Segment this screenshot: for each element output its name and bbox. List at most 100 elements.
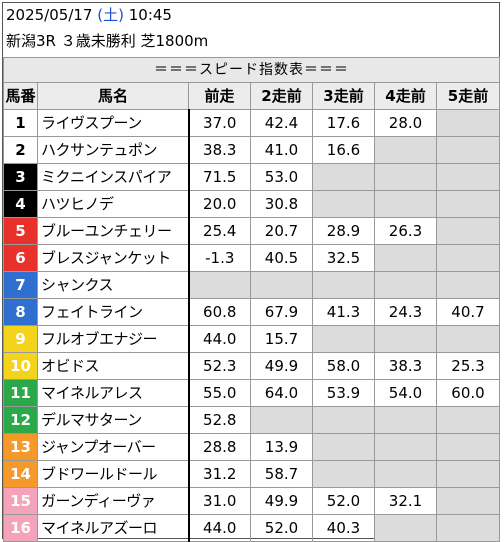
table-title: ＝＝＝スピード指数表＝＝＝ <box>3 57 500 83</box>
speed-index-cell <box>312 406 375 434</box>
speed-index-cell: 49.9 <box>250 487 313 515</box>
speed-index-cell <box>436 244 500 272</box>
speed-index-cell <box>436 136 500 164</box>
speed-index-cell: 24.3 <box>374 298 437 326</box>
speed-index-cell: 25.4 <box>188 217 251 245</box>
speed-index-cell: 54.0 <box>374 379 437 407</box>
table-row: 14 ブドワールドール 31.2 58.7 <box>3 460 500 488</box>
speed-index-cell <box>374 271 437 299</box>
speed-index-cell: 20.7 <box>250 217 313 245</box>
column-header: 馬名 <box>37 82 189 110</box>
speed-index-cell <box>436 163 500 191</box>
horse-number: 6 <box>3 244 38 272</box>
race-weekday: (土) <box>97 6 124 24</box>
horse-name: ブドワールドール <box>37 460 190 488</box>
horse-number: 4 <box>3 190 38 218</box>
horse-name: デルマサターン <box>37 406 190 434</box>
speed-index-cell: 38.3 <box>374 352 437 380</box>
horse-name: フェイトライン <box>37 298 190 326</box>
speed-index-cell: 52.3 <box>188 352 251 380</box>
speed-index-cell <box>436 190 500 218</box>
speed-index-cell: 44.0 <box>188 325 251 353</box>
speed-index-cell: 55.0 <box>188 379 251 407</box>
table-row: 15 ガーンディーヴァ 31.0 49.9 52.0 32.1 <box>3 487 500 515</box>
speed-index-cell: 42.4 <box>250 109 313 137</box>
speed-index-cell: 15.7 <box>250 325 313 353</box>
speed-index-cell: 52.0 <box>250 514 313 542</box>
table-row: 8 フェイトライン 60.8 67.9 41.3 24.3 40.7 <box>3 298 500 326</box>
speed-index-cell: 32.1 <box>374 487 437 515</box>
speed-index-cell: -1.3 <box>188 244 251 272</box>
horse-number: 1 <box>3 109 38 137</box>
horse-number: 11 <box>3 379 38 407</box>
speed-index-cell <box>436 406 500 434</box>
speed-index-cell: 20.0 <box>188 190 251 218</box>
column-header: 5走前 <box>436 82 500 110</box>
speed-index-cell <box>436 271 500 299</box>
table-row: 2 ハクサンテュポン 38.3 41.0 16.6 <box>3 136 500 164</box>
horse-name: マイネルアレス <box>37 379 190 407</box>
speed-index-cell: 71.5 <box>188 163 251 191</box>
column-header: 2走前 <box>250 82 313 110</box>
speed-index-cell: 64.0 <box>250 379 313 407</box>
horse-number: 13 <box>3 433 38 461</box>
speed-index-cell: 52.8 <box>188 406 251 434</box>
speed-index-cell: 17.6 <box>312 109 375 137</box>
table-row: 1 ライヴスプーン 37.0 42.4 17.6 28.0 <box>3 109 500 137</box>
speed-index-cell: 58.0 <box>312 352 375 380</box>
speed-index-cell <box>188 271 251 299</box>
speed-index-cell <box>374 433 437 461</box>
speed-index-cell <box>374 514 437 542</box>
horse-name: ブレスジャンケット <box>37 244 190 272</box>
column-header: 前走 <box>188 82 251 110</box>
race-date: 2025/05/17 <box>6 6 93 24</box>
speed-index-cell <box>312 433 375 461</box>
horse-name: ブルーユンチェリー <box>37 217 190 245</box>
speed-index-cell: 25.3 <box>436 352 500 380</box>
speed-index-cell: 41.3 <box>312 298 375 326</box>
table-row: 6 ブレスジャンケット -1.3 40.5 32.5 <box>3 244 500 272</box>
speed-index-cell <box>436 325 500 353</box>
horse-name: ハツヒノデ <box>37 190 190 218</box>
horse-name: ミクニインスパイア <box>37 163 190 191</box>
horse-name: ガーンディーヴァ <box>37 487 190 515</box>
speed-index-cell <box>374 163 437 191</box>
speed-index-table: ＝＝＝スピード指数表＝＝＝ 馬番 馬名 前走 2走前 3走前 4走前 5走前 1… <box>3 57 500 542</box>
speed-index-cell: 49.9 <box>250 352 313 380</box>
speed-index-cell: 40.5 <box>250 244 313 272</box>
horse-name: シャンクス <box>37 271 190 299</box>
column-header: 3走前 <box>312 82 375 110</box>
speed-index-cell <box>436 487 500 515</box>
speed-index-cell <box>374 406 437 434</box>
horse-number: 5 <box>3 217 38 245</box>
speed-index-cell <box>312 163 375 191</box>
horse-name: マイネルアズーロ <box>37 514 190 542</box>
table-row: 12 デルマサターン 52.8 <box>3 406 500 434</box>
speed-index-cell <box>374 460 437 488</box>
speed-index-cell: 26.3 <box>374 217 437 245</box>
speed-index-cell: 60.8 <box>188 298 251 326</box>
horse-number: 2 <box>3 136 38 164</box>
horse-name: ハクサンテュポン <box>37 136 190 164</box>
speed-index-cell <box>374 190 437 218</box>
table-row: 16 マイネルアズーロ 44.0 52.0 40.3 <box>3 514 500 542</box>
speed-index-cell: 53.0 <box>250 163 313 191</box>
speed-index-cell: 40.3 <box>312 514 375 542</box>
speed-index-cell: 40.7 <box>436 298 500 326</box>
speed-index-cell <box>374 244 437 272</box>
speed-index-cell: 32.5 <box>312 244 375 272</box>
table-row: 7 シャンクス <box>3 271 500 299</box>
speed-index-cell: 13.9 <box>250 433 313 461</box>
table-row: 9 フルオブエナジー 44.0 15.7 <box>3 325 500 353</box>
speed-index-cell: 41.0 <box>250 136 313 164</box>
horse-name: フルオブエナジー <box>37 325 190 353</box>
speed-index-cell <box>250 406 313 434</box>
table-row: 10 オビドス 52.3 49.9 58.0 38.3 25.3 <box>3 352 500 380</box>
speed-index-cell: 31.0 <box>188 487 251 515</box>
speed-index-cell: 28.9 <box>312 217 375 245</box>
horse-number: 10 <box>3 352 38 380</box>
speed-index-cell: 38.3 <box>188 136 251 164</box>
speed-index-cell: 52.0 <box>312 487 375 515</box>
speed-index-cell: 28.0 <box>374 109 437 137</box>
table-row: 3 ミクニインスパイア 71.5 53.0 <box>3 163 500 191</box>
